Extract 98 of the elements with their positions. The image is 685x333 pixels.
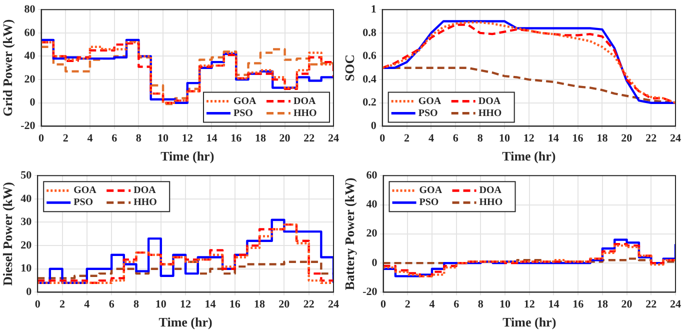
- x-tick-label: 2: [404, 298, 411, 311]
- y-tick-label: 0: [370, 120, 377, 132]
- x-tick-label: 24: [670, 298, 682, 311]
- x-tick-label: 16: [229, 298, 241, 311]
- legend-label: GOA: [418, 96, 442, 107]
- x-tick-label: 18: [596, 298, 608, 311]
- x-tick-label: 22: [646, 132, 658, 145]
- x-tick-label: 12: [524, 298, 536, 311]
- x-tick-label: 12: [182, 132, 194, 145]
- legend-label: GOA: [419, 185, 443, 196]
- x-tick-label: 22: [304, 132, 316, 145]
- x-tick-label: 20: [621, 132, 633, 145]
- x-tick-label: 4: [87, 132, 94, 145]
- x-tick-label: 24: [670, 132, 682, 145]
- x-tick-label: 16: [572, 298, 584, 311]
- y-tick-label: 20: [24, 73, 36, 86]
- y-tick-label: 0: [372, 256, 378, 269]
- x-tick-label: 8: [133, 298, 140, 311]
- x-tick-label: 2: [404, 132, 410, 145]
- legend-label: DOA: [134, 185, 157, 196]
- legend-label: DOA: [478, 96, 502, 107]
- x-tick-label: 18: [596, 132, 608, 145]
- y-tick-label: 20: [20, 239, 32, 252]
- x-tick-label: 20: [278, 298, 290, 311]
- x-tick-label: 14: [548, 132, 560, 145]
- legend-label: HHO: [478, 108, 502, 119]
- y-tick-label: -20: [20, 120, 36, 132]
- y-tick-label: 0.8: [362, 26, 377, 39]
- y-tick-label: 0.6: [362, 50, 377, 62]
- x-tick-label: 16: [230, 132, 242, 145]
- x-tick-label: 6: [454, 298, 460, 311]
- y-tick-label: 40: [20, 192, 32, 205]
- x-tick-label: 0: [380, 298, 387, 311]
- x-tick-label: 12: [523, 132, 535, 145]
- x-tick-label: 20: [279, 132, 291, 145]
- y-tick-label: 20: [366, 228, 378, 240]
- y-tick-label: 0: [30, 96, 36, 109]
- y-tick-label: 0.4: [362, 73, 377, 86]
- x-tick-label: 20: [621, 298, 633, 311]
- x-axis-title: Time (hr): [160, 148, 214, 164]
- y-axis-title: Diesel Power (kW): [0, 182, 16, 286]
- y-tick-label: 10: [20, 262, 32, 275]
- y-axis-title: SOC: [342, 54, 358, 82]
- x-tick-label: 8: [477, 132, 484, 145]
- y-tick-label: 40: [24, 50, 36, 62]
- legend-label: PSO: [419, 197, 439, 208]
- x-tick-label: 24: [328, 298, 340, 311]
- legend-label: GOA: [234, 96, 258, 107]
- x-tick-label: 24: [328, 132, 340, 145]
- x-tick-label: 2: [60, 298, 66, 311]
- y-tick-label: 30: [20, 216, 32, 228]
- legend-label: PSO: [418, 108, 438, 119]
- legend-label: HHO: [134, 197, 158, 208]
- x-tick-label: 8: [478, 298, 484, 311]
- x-tick-label: 14: [204, 298, 216, 311]
- legend-label: HHO: [479, 197, 503, 208]
- x-tick-label: 8: [136, 132, 142, 145]
- x-tick-label: 14: [548, 298, 560, 311]
- x-tick-label: 10: [155, 298, 167, 311]
- y-tick-label: 1: [370, 3, 376, 16]
- x-tick-label: 10: [498, 132, 510, 145]
- x-tick-label: 0: [38, 132, 45, 145]
- x-tick-label: 4: [428, 132, 434, 145]
- y-tick-label: 40: [366, 198, 378, 211]
- y-axis-title: Battery Power (kW): [342, 178, 358, 290]
- x-tick-label: 6: [108, 298, 115, 311]
- y-tick-label: 80: [24, 3, 36, 16]
- y-tick-label: 50: [20, 169, 32, 182]
- x-tick-label: 10: [500, 298, 512, 311]
- legend-label: DOA: [294, 96, 316, 107]
- y-axis-title: Grid Power (kW): [0, 19, 16, 117]
- y-tick-label: -20: [362, 286, 378, 298]
- x-axis-title: Time (hr): [502, 148, 556, 164]
- x-tick-label: 18: [254, 132, 266, 145]
- x-tick-label: 6: [112, 132, 118, 145]
- x-tick-label: 18: [254, 298, 266, 311]
- x-tick-label: 14: [206, 132, 218, 145]
- x-tick-label: 6: [452, 132, 459, 145]
- x-axis-title: Time (hr): [502, 314, 556, 330]
- legend-label: HHO: [294, 108, 318, 119]
- legend-label: PSO: [234, 108, 254, 119]
- x-tick-label: 16: [572, 132, 584, 145]
- legend-label: GOA: [74, 185, 98, 196]
- y-tick-label: 0.2: [362, 96, 377, 109]
- x-tick-label: 22: [303, 298, 315, 311]
- x-tick-label: 4: [429, 298, 436, 311]
- y-tick-label: 0: [26, 286, 32, 298]
- legend-label: PSO: [74, 197, 94, 208]
- x-tick-label: 4: [84, 298, 90, 311]
- x-axis-title: Time (hr): [158, 314, 212, 330]
- x-tick-label: 0: [380, 132, 386, 145]
- x-tick-label: 10: [158, 132, 170, 145]
- x-tick-label: 12: [180, 298, 192, 311]
- x-tick-label: 22: [646, 298, 658, 311]
- x-tick-label: 2: [62, 132, 69, 145]
- y-tick-label: 60: [366, 169, 378, 182]
- y-tick-label: 60: [24, 26, 36, 39]
- legend-label: DOA: [479, 185, 502, 196]
